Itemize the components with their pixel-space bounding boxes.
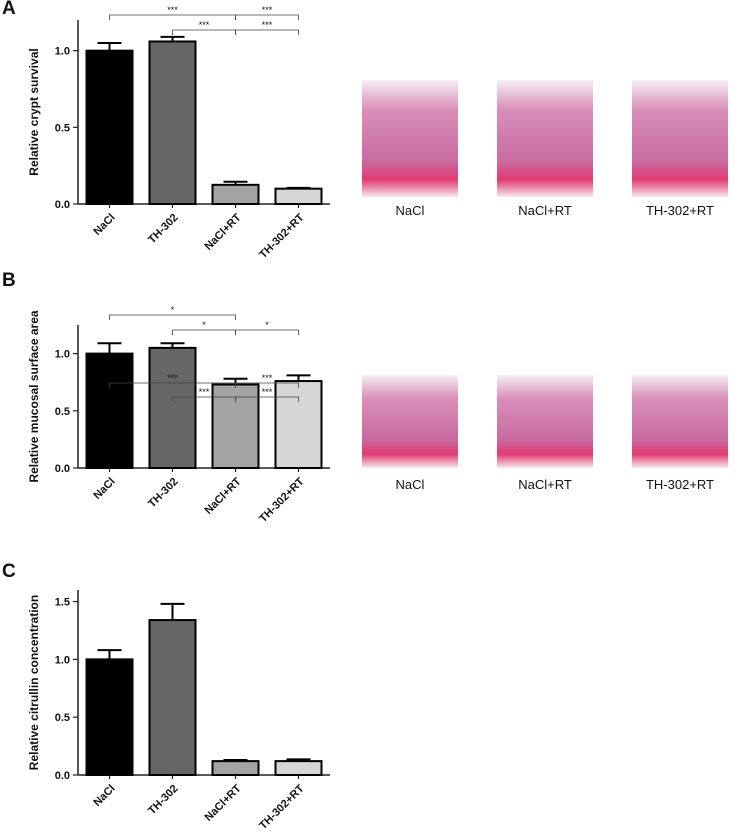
significance-label: ***	[262, 20, 273, 30]
x-tick-label: TH-302+RT	[257, 782, 307, 832]
micrograph-label: NaCl	[396, 477, 425, 492]
significance-bracket	[172, 329, 236, 335]
significance-label: ***	[262, 387, 273, 397]
bar	[148, 346, 197, 470]
significance-bracket	[235, 396, 299, 402]
y-tick-label: 1.0	[55, 349, 70, 361]
significance-bracket	[172, 29, 236, 35]
x-tick-label: TH-302+RT	[257, 211, 307, 261]
significance-bracket	[109, 14, 236, 20]
significance-bracket	[235, 29, 299, 35]
y-tick-label: 0.0	[55, 199, 70, 211]
bar	[211, 183, 260, 205]
panel-label: B	[2, 270, 16, 291]
significance-label: ***	[262, 373, 273, 383]
significance-label: ***	[167, 5, 178, 15]
y-tick-label: 0.0	[55, 463, 70, 475]
micrograph	[362, 80, 458, 197]
y-tick-label: 0.5	[55, 406, 70, 418]
bar	[274, 760, 323, 776]
x-tick-label: NaCl	[91, 783, 117, 809]
significance-label: ***	[199, 20, 210, 30]
y-axis-title: Relative crypt survival	[27, 48, 41, 175]
y-tick-label: 0.5	[55, 122, 70, 134]
x-tick-label: NaCl	[91, 212, 117, 238]
micrograph-label: TH-302+RT	[646, 203, 714, 218]
panel-label: C	[2, 561, 16, 582]
significance-label: *	[202, 320, 206, 330]
significance-bracket	[235, 382, 299, 388]
panel-label: A	[2, 0, 16, 19]
x-tick-label: TH-302	[146, 212, 180, 246]
significance-label: *	[171, 305, 175, 315]
bar	[274, 380, 323, 469]
bar	[148, 40, 197, 206]
micrograph	[632, 80, 728, 197]
x-tick-label: TH-302+RT	[257, 475, 307, 525]
bar	[85, 49, 134, 205]
bar	[85, 352, 134, 470]
y-tick-label: 1.0	[55, 46, 70, 58]
significance-bracket	[235, 329, 299, 335]
significance-label: ***	[262, 5, 273, 15]
bar	[211, 760, 260, 776]
micrograph-label: NaCl	[396, 203, 425, 218]
y-axis-title: Relative mucosal surface area	[27, 310, 41, 482]
y-tick-label: 1.0	[55, 654, 70, 666]
micrograph-label: NaCl+RT	[518, 477, 572, 492]
significance-label: *	[265, 320, 269, 330]
significance-bracket	[109, 314, 236, 320]
x-tick-label: NaCl+RT	[202, 475, 243, 516]
y-tick-label: 1.5	[55, 597, 70, 609]
y-axis-title: Relative citrullin concentration	[27, 595, 41, 770]
y-tick-label: 0.5	[55, 712, 70, 724]
x-tick-label: NaCl+RT	[202, 211, 243, 252]
bar	[148, 619, 197, 776]
x-tick-label: TH-302	[146, 783, 180, 817]
micrograph	[632, 375, 728, 468]
x-tick-label: NaCl+RT	[202, 782, 243, 823]
micrograph	[497, 80, 593, 197]
y-tick-label: 0.0	[55, 770, 70, 782]
significance-label: ***	[199, 387, 210, 397]
micrograph-label: TH-302+RT	[646, 477, 714, 492]
significance-label: ***	[167, 373, 178, 383]
micrograph	[497, 375, 593, 468]
significance-bracket	[235, 14, 299, 20]
bar	[274, 187, 323, 206]
micrograph-label: NaCl+RT	[518, 203, 572, 218]
x-tick-label: NaCl	[91, 476, 117, 502]
micrograph	[362, 375, 458, 468]
x-tick-label: TH-302	[146, 476, 180, 510]
bar	[85, 658, 134, 776]
